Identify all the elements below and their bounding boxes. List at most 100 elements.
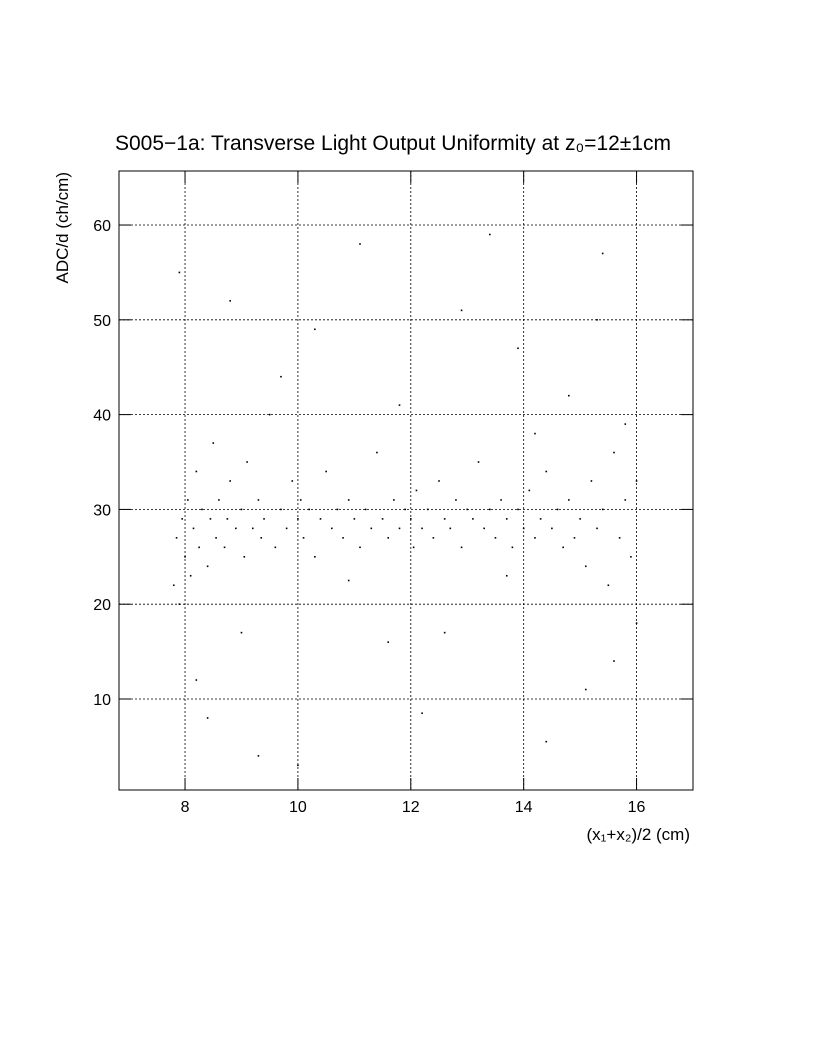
scatter-point xyxy=(263,518,265,520)
scatter-point xyxy=(505,518,508,520)
scatter-point xyxy=(460,546,463,549)
scatter-point xyxy=(584,688,587,691)
scatter-point xyxy=(511,546,514,549)
scatter-point xyxy=(432,537,435,539)
scatter-point xyxy=(460,309,463,312)
scatter-point xyxy=(573,537,576,539)
x-tick-label: 16 xyxy=(628,799,646,816)
scatter-point xyxy=(370,527,373,530)
scatter-point xyxy=(443,631,446,634)
scatter-point xyxy=(489,508,491,511)
scatter-point xyxy=(381,518,384,520)
y-tick-label: 60 xyxy=(93,218,111,235)
scatter-point xyxy=(412,546,415,549)
scatter-point xyxy=(330,527,333,530)
scatter-point xyxy=(291,480,294,482)
scatter-point xyxy=(359,546,361,549)
scatter-point xyxy=(398,527,401,530)
scatter-point xyxy=(590,480,593,482)
scatter-point xyxy=(443,518,446,520)
scatter-point xyxy=(534,537,536,539)
scatter-point xyxy=(528,489,531,492)
scatter-point xyxy=(209,518,212,520)
scatter-point xyxy=(226,518,229,520)
scatter-point xyxy=(280,508,282,511)
scatter-point xyxy=(421,712,423,715)
y-tick-label: 50 xyxy=(93,313,111,330)
scatter-point xyxy=(630,556,632,558)
scatter-point xyxy=(607,584,610,587)
scatter-point xyxy=(240,631,243,634)
scatter-point xyxy=(489,233,491,236)
y-tick-label: 40 xyxy=(93,408,111,425)
scatter-point xyxy=(251,527,254,530)
scatter-point xyxy=(215,537,217,539)
scatter-point xyxy=(297,764,299,767)
scatter-point xyxy=(477,461,480,463)
scatter-point xyxy=(178,271,181,274)
chart-title: S005−1a: Transverse Light Output Uniform… xyxy=(115,132,671,155)
scatter-point xyxy=(472,518,474,520)
x-tick-label: 8 xyxy=(181,799,190,816)
scatter-point xyxy=(522,527,525,530)
scatter-point xyxy=(178,603,181,606)
scatter-point xyxy=(534,432,536,435)
y-axis-label: ADC/d (ch/cm) xyxy=(53,172,72,283)
scatter-point xyxy=(483,527,485,530)
scatter-point xyxy=(562,546,564,549)
scatter-point xyxy=(624,499,627,501)
x-tick-label: 10 xyxy=(289,799,307,816)
scatter-point xyxy=(517,347,519,350)
scatter-point xyxy=(212,442,215,444)
scatter-point xyxy=(398,404,401,406)
scatter-point xyxy=(308,508,311,511)
scatter-point xyxy=(635,480,638,482)
scatter-point xyxy=(181,518,184,520)
scatter-point xyxy=(195,470,198,473)
scatter-point xyxy=(187,499,189,501)
y-tick-label: 10 xyxy=(93,692,111,709)
scatter-point xyxy=(545,740,548,743)
scatter-point xyxy=(466,508,469,511)
scatter-point xyxy=(229,300,231,302)
scatter-point xyxy=(596,527,598,530)
scatter-point xyxy=(314,556,316,558)
scatter-point xyxy=(624,423,627,425)
y-tick-label: 20 xyxy=(93,597,111,614)
x-tick-label: 12 xyxy=(402,799,420,816)
scatter-point xyxy=(387,537,390,539)
scatter-point xyxy=(613,451,615,454)
scatter-point xyxy=(206,717,209,719)
scatter-point xyxy=(268,413,271,416)
scatter-point xyxy=(505,574,508,577)
scatter-point xyxy=(359,243,361,245)
scatter-point xyxy=(206,565,209,568)
scatter-point xyxy=(376,451,378,454)
scatter-point xyxy=(568,394,570,397)
scatter-point xyxy=(596,319,598,321)
scatter-point xyxy=(175,537,178,539)
scatter-point xyxy=(601,508,604,511)
scatter-point xyxy=(551,527,553,530)
scatter-point xyxy=(635,622,638,624)
scatter-point xyxy=(229,480,231,482)
scatter-point xyxy=(601,252,604,255)
scatter-point xyxy=(243,556,246,558)
scatter-point xyxy=(545,470,548,473)
y-tick-label: 30 xyxy=(93,502,111,519)
scatter-point xyxy=(426,508,429,511)
scatter-point xyxy=(421,527,423,530)
scatter-point xyxy=(240,508,243,511)
scatter-point xyxy=(184,556,186,558)
scatter-point xyxy=(314,328,316,331)
scatter-point xyxy=(342,537,344,539)
scatter-point xyxy=(246,461,248,463)
scatter-point xyxy=(223,546,226,549)
scatter-point xyxy=(364,508,367,511)
scatter-point xyxy=(325,470,327,473)
scatter-point xyxy=(556,508,559,511)
scatter-point xyxy=(438,480,440,482)
scatter-point xyxy=(198,546,200,549)
scatter-point xyxy=(172,584,175,587)
scatter-point xyxy=(415,489,418,492)
